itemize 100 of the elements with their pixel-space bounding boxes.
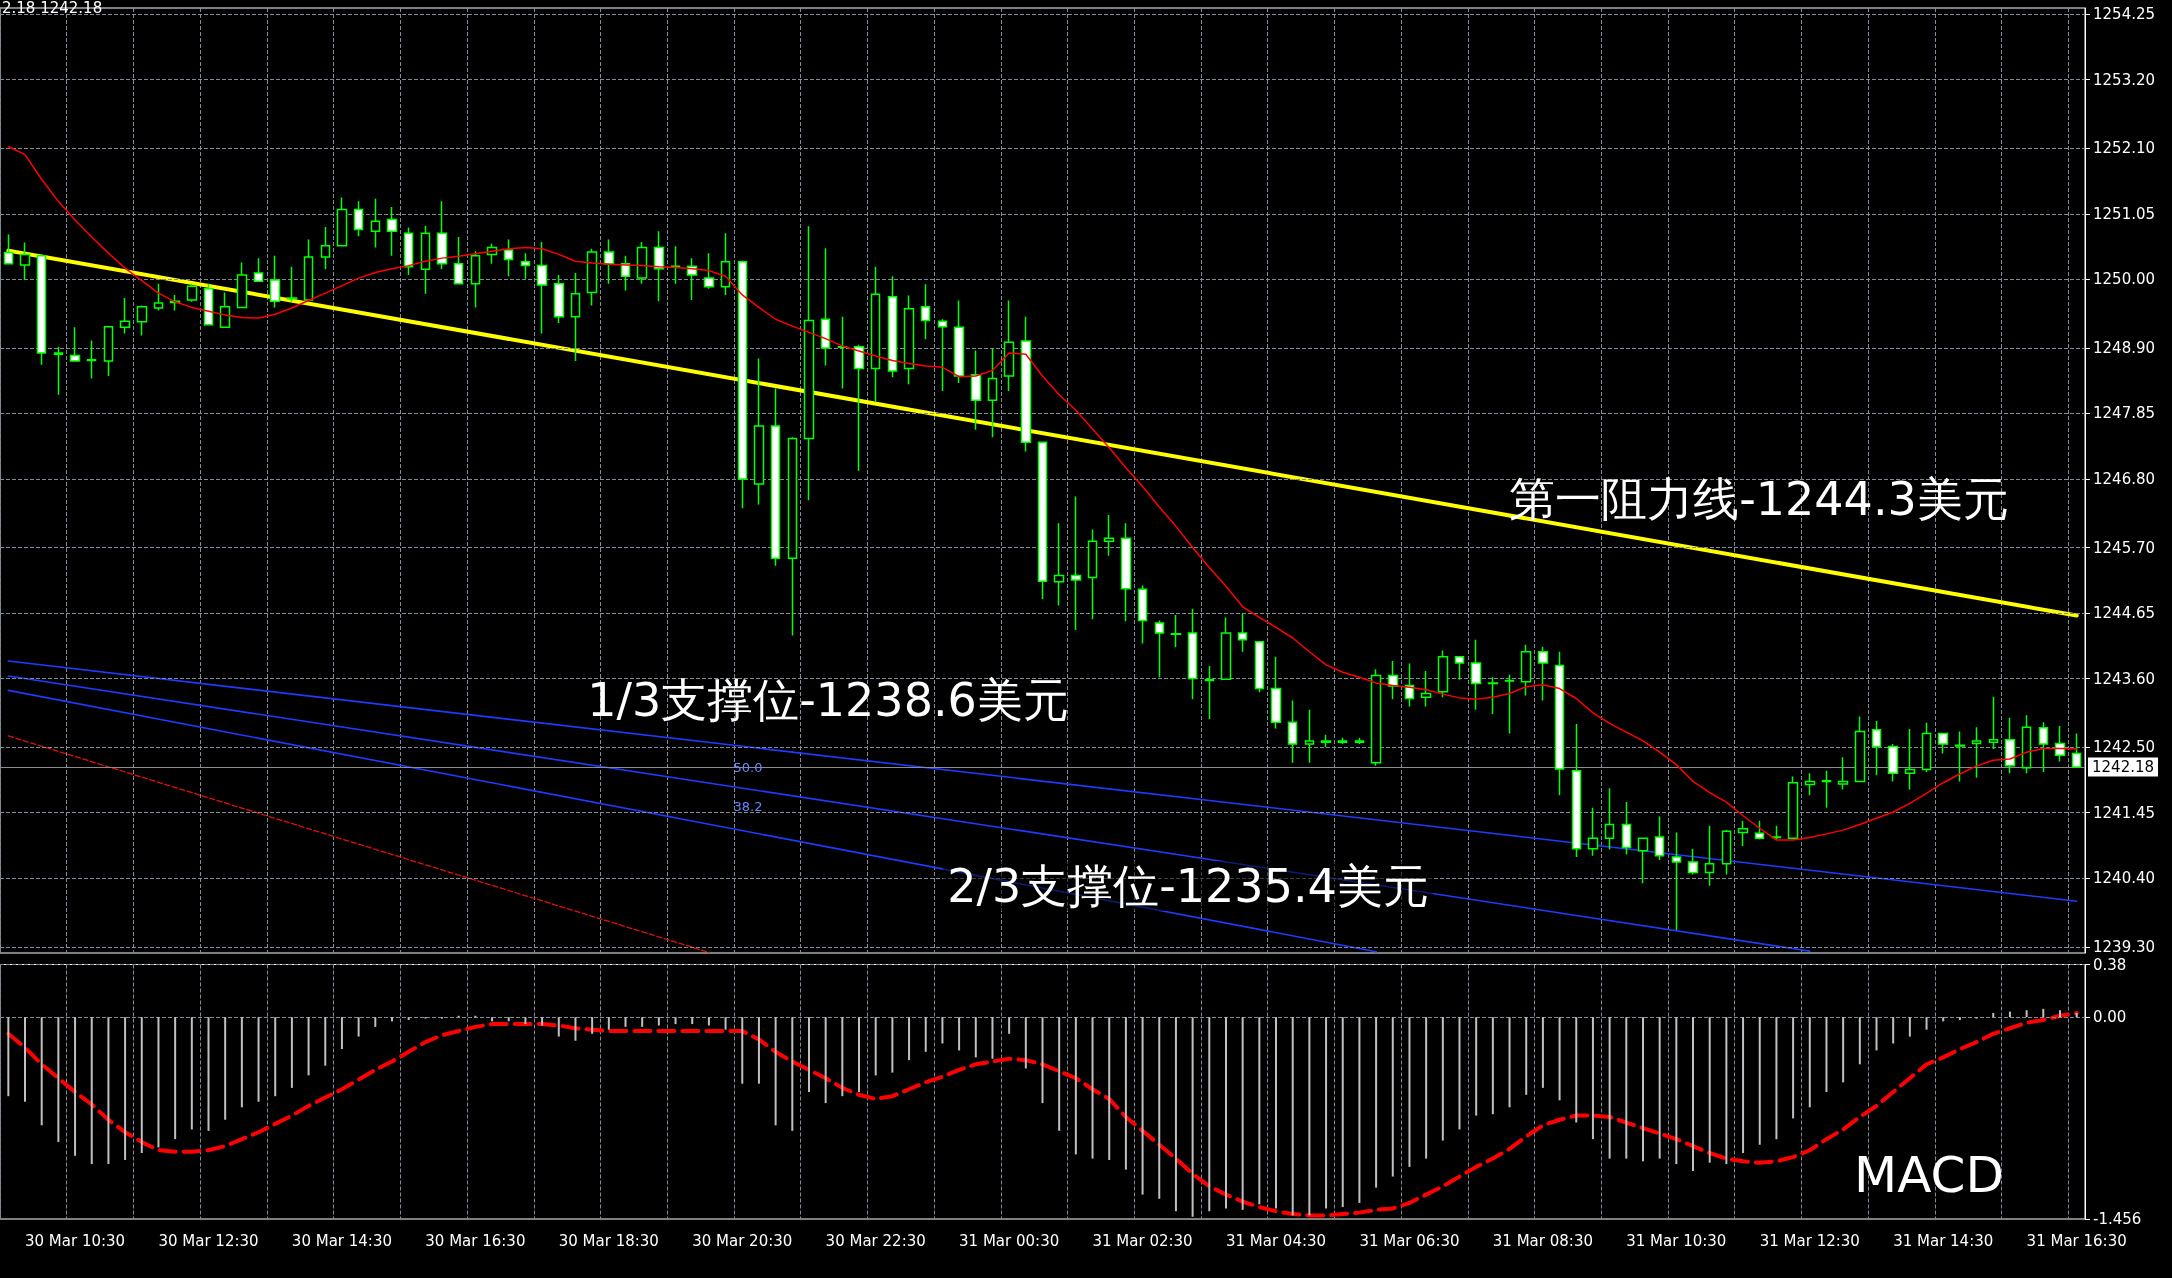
- bar: [741, 1017, 744, 1084]
- bar: [1408, 1017, 1411, 1167]
- bar: [774, 1017, 777, 1126]
- candlestick: [670, 245, 681, 285]
- bar: [1675, 1017, 1678, 1165]
- bar: [874, 1017, 877, 1076]
- bar: [240, 1017, 243, 1108]
- line-series: [7, 145, 2078, 841]
- bar: [991, 1017, 994, 1059]
- bar: [691, 1017, 694, 1025]
- candlestick: [19, 241, 31, 281]
- bar: [541, 1017, 544, 1026]
- candlestick: [803, 225, 815, 501]
- candlestick: [787, 436, 798, 637]
- candlestick: [336, 196, 348, 247]
- candlestick: [1721, 829, 1732, 876]
- bar: [574, 1017, 577, 1041]
- candlestick: [320, 226, 331, 271]
- bar: [674, 1017, 677, 1025]
- candlestick: [1470, 639, 1482, 711]
- candlestick: [853, 344, 865, 472]
- y-tick-label: 1251.05: [2093, 204, 2156, 223]
- bar: [1641, 1017, 1644, 1162]
- bar: [1425, 1017, 1428, 1159]
- candlestick: [353, 200, 364, 238]
- candlestick: [1887, 743, 1899, 783]
- candlestick: [570, 272, 581, 362]
- bar: [807, 1017, 810, 1093]
- candlestick: [1287, 699, 1298, 764]
- bar: [1141, 1017, 1144, 1195]
- bar: [324, 1017, 327, 1066]
- candlestick: [837, 316, 848, 390]
- bar: [1458, 1017, 1461, 1130]
- bar: [1275, 1017, 1278, 1209]
- candlestick: [536, 241, 548, 335]
- x-tick-label: 31 Mar 02:30: [1092, 1231, 1193, 1250]
- candlestick: [1454, 655, 1465, 681]
- candlestick: [1053, 522, 1065, 607]
- bar: [757, 1017, 760, 1084]
- bar: [707, 1017, 710, 1026]
- x-tick-label: 31 Mar 08:30: [1492, 1231, 1593, 1250]
- bar: [2025, 1010, 2028, 1018]
- bar: [1475, 1017, 1478, 1116]
- candlestick: [870, 266, 881, 403]
- bar: [1842, 1017, 1845, 1083]
- candlestick: [737, 259, 748, 510]
- bar: [974, 1017, 977, 1058]
- candlestick: [1304, 708, 1315, 764]
- candlestick: [2038, 721, 2049, 773]
- candlestick: [453, 236, 464, 285]
- candlestick: [1120, 522, 1132, 622]
- bar: [1325, 1017, 1328, 1209]
- bar: [7, 1017, 10, 1097]
- candlestick: [203, 282, 214, 326]
- bar: [1341, 1017, 1344, 1208]
- x-tick-label: 31 Mar 12:30: [1759, 1231, 1860, 1250]
- bar: [207, 1017, 210, 1131]
- bar: [908, 1017, 911, 1061]
- bar: [524, 1017, 527, 1025]
- candlestick: [1254, 640, 1265, 694]
- candlestick: [1003, 299, 1015, 392]
- bar: [1391, 1017, 1394, 1177]
- candlestick: [653, 230, 665, 302]
- bar: [1575, 1017, 1578, 1123]
- y-tick-label: 1243.60: [2093, 669, 2156, 688]
- candlestick: [753, 357, 765, 506]
- y-tick-label: 1250.00: [2093, 270, 2156, 289]
- text: MACD: [1854, 1146, 2004, 1204]
- y-tick-label: 1242.50: [2093, 738, 2156, 757]
- candlestick: [1804, 772, 1816, 796]
- candlestick: [370, 198, 381, 249]
- bar: [1942, 1017, 1945, 1022]
- candlestick: [586, 248, 598, 307]
- bar: [557, 1017, 560, 1037]
- candlestick: [1020, 316, 1032, 453]
- candlestick: [1387, 660, 1399, 700]
- candlestick: [1854, 715, 1866, 783]
- bar: [1241, 1017, 1244, 1210]
- bar: [307, 1017, 310, 1076]
- candlestick: [236, 261, 248, 309]
- candlestick: [2021, 714, 2032, 775]
- bar: [1958, 1017, 1961, 1020]
- candlestick: [1370, 668, 1382, 767]
- bar: [1558, 1017, 1561, 1101]
- bar: [1925, 1017, 1928, 1030]
- bar: [290, 1017, 293, 1088]
- bar: [491, 1017, 494, 1022]
- candlestick: [520, 252, 531, 280]
- bar: [1375, 1017, 1378, 1188]
- candlestick: [1754, 820, 1765, 841]
- annotation: 1/3支撑位-1238.6美元: [587, 673, 1069, 727]
- bar: [174, 1017, 177, 1140]
- candlestick: [253, 257, 264, 282]
- bar: [90, 1017, 93, 1165]
- bar: [1358, 1017, 1361, 1203]
- candlestick: [1103, 514, 1115, 557]
- bar: [140, 1017, 143, 1154]
- candlestick: [269, 254, 281, 309]
- candlestick: [1637, 836, 1649, 884]
- bar: [1708, 1017, 1711, 1163]
